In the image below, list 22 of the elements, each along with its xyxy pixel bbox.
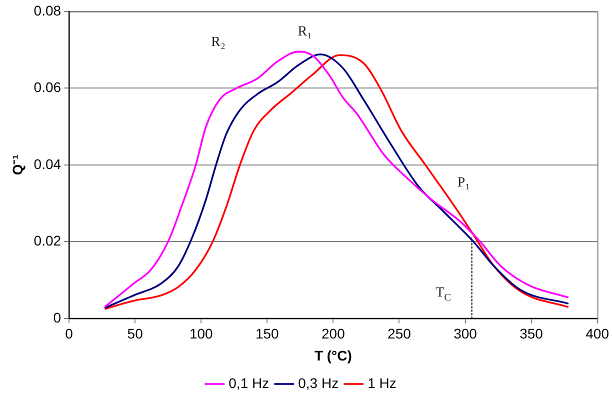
- y-tick-label: 0.06: [34, 79, 62, 96]
- x-tick-label: 0: [65, 326, 74, 342]
- legend-label: 0,1 Hz: [228, 374, 270, 391]
- x-tick-label: 50: [127, 326, 144, 342]
- x-axis-title: T (°C): [314, 347, 352, 364]
- annotation: P₁: [457, 175, 470, 190]
- y-axis-title: Q⁻¹: [9, 154, 26, 176]
- x-tick-label: 350: [520, 326, 544, 342]
- x-tick-label: 300: [454, 326, 478, 342]
- y-tick-label: 0: [53, 309, 62, 326]
- annotation: R₂: [211, 34, 226, 50]
- annotation: R₁: [298, 24, 312, 40]
- y-tick-label: 0.04: [34, 156, 62, 172]
- y-tick-label: 0.02: [34, 232, 62, 249]
- x-tick-label: 400: [586, 326, 610, 342]
- x-tick-label: 150: [255, 326, 280, 342]
- x-tick-label: 200: [322, 326, 346, 342]
- x-tick-label: 250: [388, 326, 412, 342]
- legend-label: 0,3 Hz: [298, 374, 339, 391]
- x-tick-label: 100: [189, 326, 214, 342]
- y-tick-label: 0.08: [34, 2, 62, 18]
- legend-label: 1 Hz: [368, 374, 396, 391]
